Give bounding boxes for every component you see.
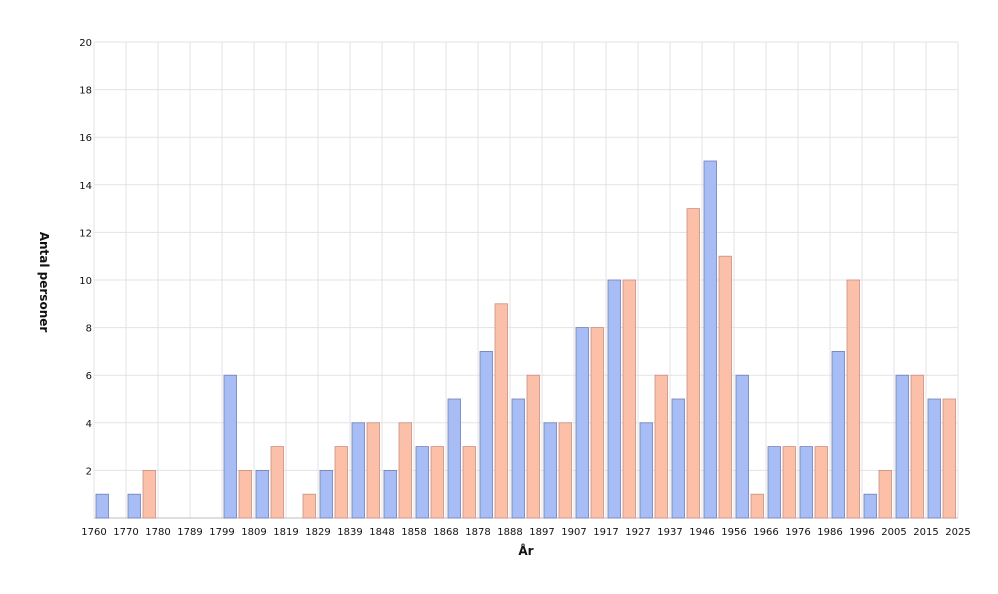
x-tick-label: 2025 bbox=[945, 527, 970, 538]
bar-series-2 bbox=[686, 208, 700, 519]
y-tick-label: 8 bbox=[86, 324, 92, 335]
bar-series-2 bbox=[782, 446, 796, 519]
bar-series-2 bbox=[238, 469, 252, 519]
bar-series-2 bbox=[398, 422, 412, 519]
bar-series-1 bbox=[895, 374, 909, 519]
bar-series-2 bbox=[846, 279, 860, 519]
x-tick-label: 1946 bbox=[689, 527, 714, 538]
bar-series-1 bbox=[127, 493, 141, 519]
y-tick-label: 10 bbox=[79, 276, 92, 287]
x-tick-label: 1839 bbox=[337, 527, 362, 538]
bar-series-2 bbox=[462, 446, 476, 519]
y-tick-label: 4 bbox=[86, 419, 92, 430]
bar-series-1 bbox=[95, 493, 109, 519]
y-tick-label: 12 bbox=[79, 228, 92, 239]
bar-series-2 bbox=[814, 446, 828, 519]
bar-series-2 bbox=[430, 446, 444, 519]
bar-series-1 bbox=[831, 350, 845, 519]
bar-series-1 bbox=[575, 327, 589, 519]
x-tick-label: 1819 bbox=[273, 527, 298, 538]
bar-series-1 bbox=[415, 446, 429, 519]
bar-series-2 bbox=[750, 493, 764, 519]
bar-series-2 bbox=[334, 446, 348, 519]
bar-series-2 bbox=[494, 303, 508, 519]
bar-series-2 bbox=[590, 327, 604, 519]
x-tick-label: 1897 bbox=[529, 527, 554, 538]
x-axis-ticks: 1760 1770 1780 1789 1799 1809 1819 1829 1839 1848… bbox=[81, 527, 970, 538]
bar-series-1 bbox=[223, 374, 237, 519]
x-tick-label: 1888 bbox=[497, 527, 522, 538]
bar-series-1 bbox=[255, 469, 269, 519]
bar-series-2 bbox=[558, 422, 572, 519]
bar-series-1 bbox=[479, 350, 493, 519]
bars bbox=[95, 160, 956, 519]
x-tick-label: 1917 bbox=[593, 527, 618, 538]
y-tick-label: 16 bbox=[79, 133, 92, 144]
bar-series-1 bbox=[639, 422, 653, 519]
y-tick-label: 14 bbox=[79, 181, 92, 192]
y-axis-ticks: 2 4 6 8 10 12 14 16 18 20 bbox=[79, 38, 92, 477]
x-tick-label: 1878 bbox=[465, 527, 490, 538]
bar-series-1 bbox=[351, 422, 365, 519]
x-tick-label: 1966 bbox=[753, 527, 778, 538]
x-tick-label: 1996 bbox=[849, 527, 874, 538]
x-tick-label: 1780 bbox=[145, 527, 170, 538]
x-tick-label: 1789 bbox=[177, 527, 202, 538]
x-tick-label: 2005 bbox=[881, 527, 906, 538]
x-tick-label: 1956 bbox=[721, 527, 746, 538]
bar-series-2 bbox=[718, 255, 732, 519]
x-tick-label: 1986 bbox=[817, 527, 842, 538]
x-tick-label: 2015 bbox=[913, 527, 938, 538]
y-tick-label: 18 bbox=[79, 86, 92, 97]
bar-series-1 bbox=[607, 279, 621, 519]
x-tick-label: 1799 bbox=[209, 527, 234, 538]
x-tick-label: 1770 bbox=[113, 527, 138, 538]
bar-series-1 bbox=[927, 398, 941, 519]
bar-series-2 bbox=[302, 493, 316, 519]
bar-series-1 bbox=[447, 398, 461, 519]
bar-series-2 bbox=[526, 374, 540, 519]
y-tick-label: 20 bbox=[79, 38, 92, 49]
y-axis-title: Antal personer bbox=[37, 232, 51, 333]
y-tick-label: 6 bbox=[86, 371, 92, 382]
bar-series-2 bbox=[142, 469, 156, 519]
x-tick-label: 1848 bbox=[369, 527, 394, 538]
y-tick-label: 2 bbox=[86, 466, 92, 477]
bar-series-1 bbox=[863, 493, 877, 519]
bar-series-2 bbox=[622, 279, 636, 519]
bar-series-2 bbox=[910, 374, 924, 519]
bar-series-2 bbox=[366, 422, 380, 519]
bar-series-1 bbox=[671, 398, 685, 519]
x-tick-label: 1858 bbox=[401, 527, 426, 538]
x-tick-label: 1976 bbox=[785, 527, 810, 538]
grid bbox=[93, 41, 959, 519]
bar-series-2 bbox=[270, 446, 284, 519]
x-tick-label: 1829 bbox=[305, 527, 330, 538]
bar-series-1 bbox=[511, 398, 525, 519]
bar-series-2 bbox=[878, 469, 892, 519]
x-tick-label: 1937 bbox=[657, 527, 682, 538]
x-tick-label: 1868 bbox=[433, 527, 458, 538]
bar-series-1 bbox=[767, 446, 781, 519]
x-tick-label: 1927 bbox=[625, 527, 650, 538]
bar-series-2 bbox=[654, 374, 668, 519]
bar-series-1 bbox=[543, 422, 557, 519]
x-tick-label: 1760 bbox=[81, 527, 106, 538]
bar-series-2 bbox=[942, 398, 956, 519]
bar-series-1 bbox=[703, 160, 717, 519]
x-tick-label: 1907 bbox=[561, 527, 586, 538]
bar-series-1 bbox=[799, 446, 813, 519]
x-tick-label: 1809 bbox=[241, 527, 266, 538]
bar-series-1 bbox=[383, 469, 397, 519]
bar-series-1 bbox=[319, 469, 333, 519]
bar-series-1 bbox=[735, 374, 749, 519]
x-axis-title: År bbox=[518, 543, 533, 558]
